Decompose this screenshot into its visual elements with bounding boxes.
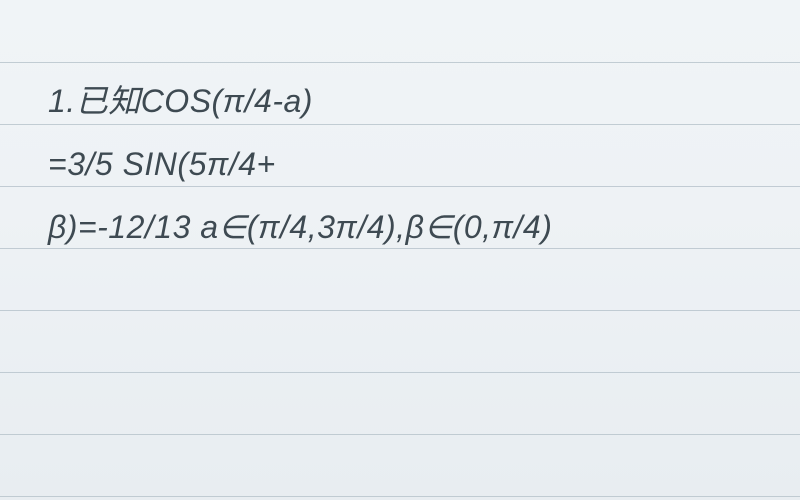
text-layer: 1.已知COS(π/4-a) =3/5 SIN(5π/4+ β)=-12/13 … <box>0 0 800 500</box>
notebook-paper: 1.已知COS(π/4-a) =3/5 SIN(5π/4+ β)=-12/13 … <box>0 0 800 500</box>
math-line-3: β)=-12/13 a∈(π/4,3π/4),β∈(0,π/4) <box>48 211 552 243</box>
math-line-2: =3/5 SIN(5π/4+ <box>48 148 276 180</box>
math-line-1: 1.已知COS(π/4-a) <box>48 85 313 117</box>
